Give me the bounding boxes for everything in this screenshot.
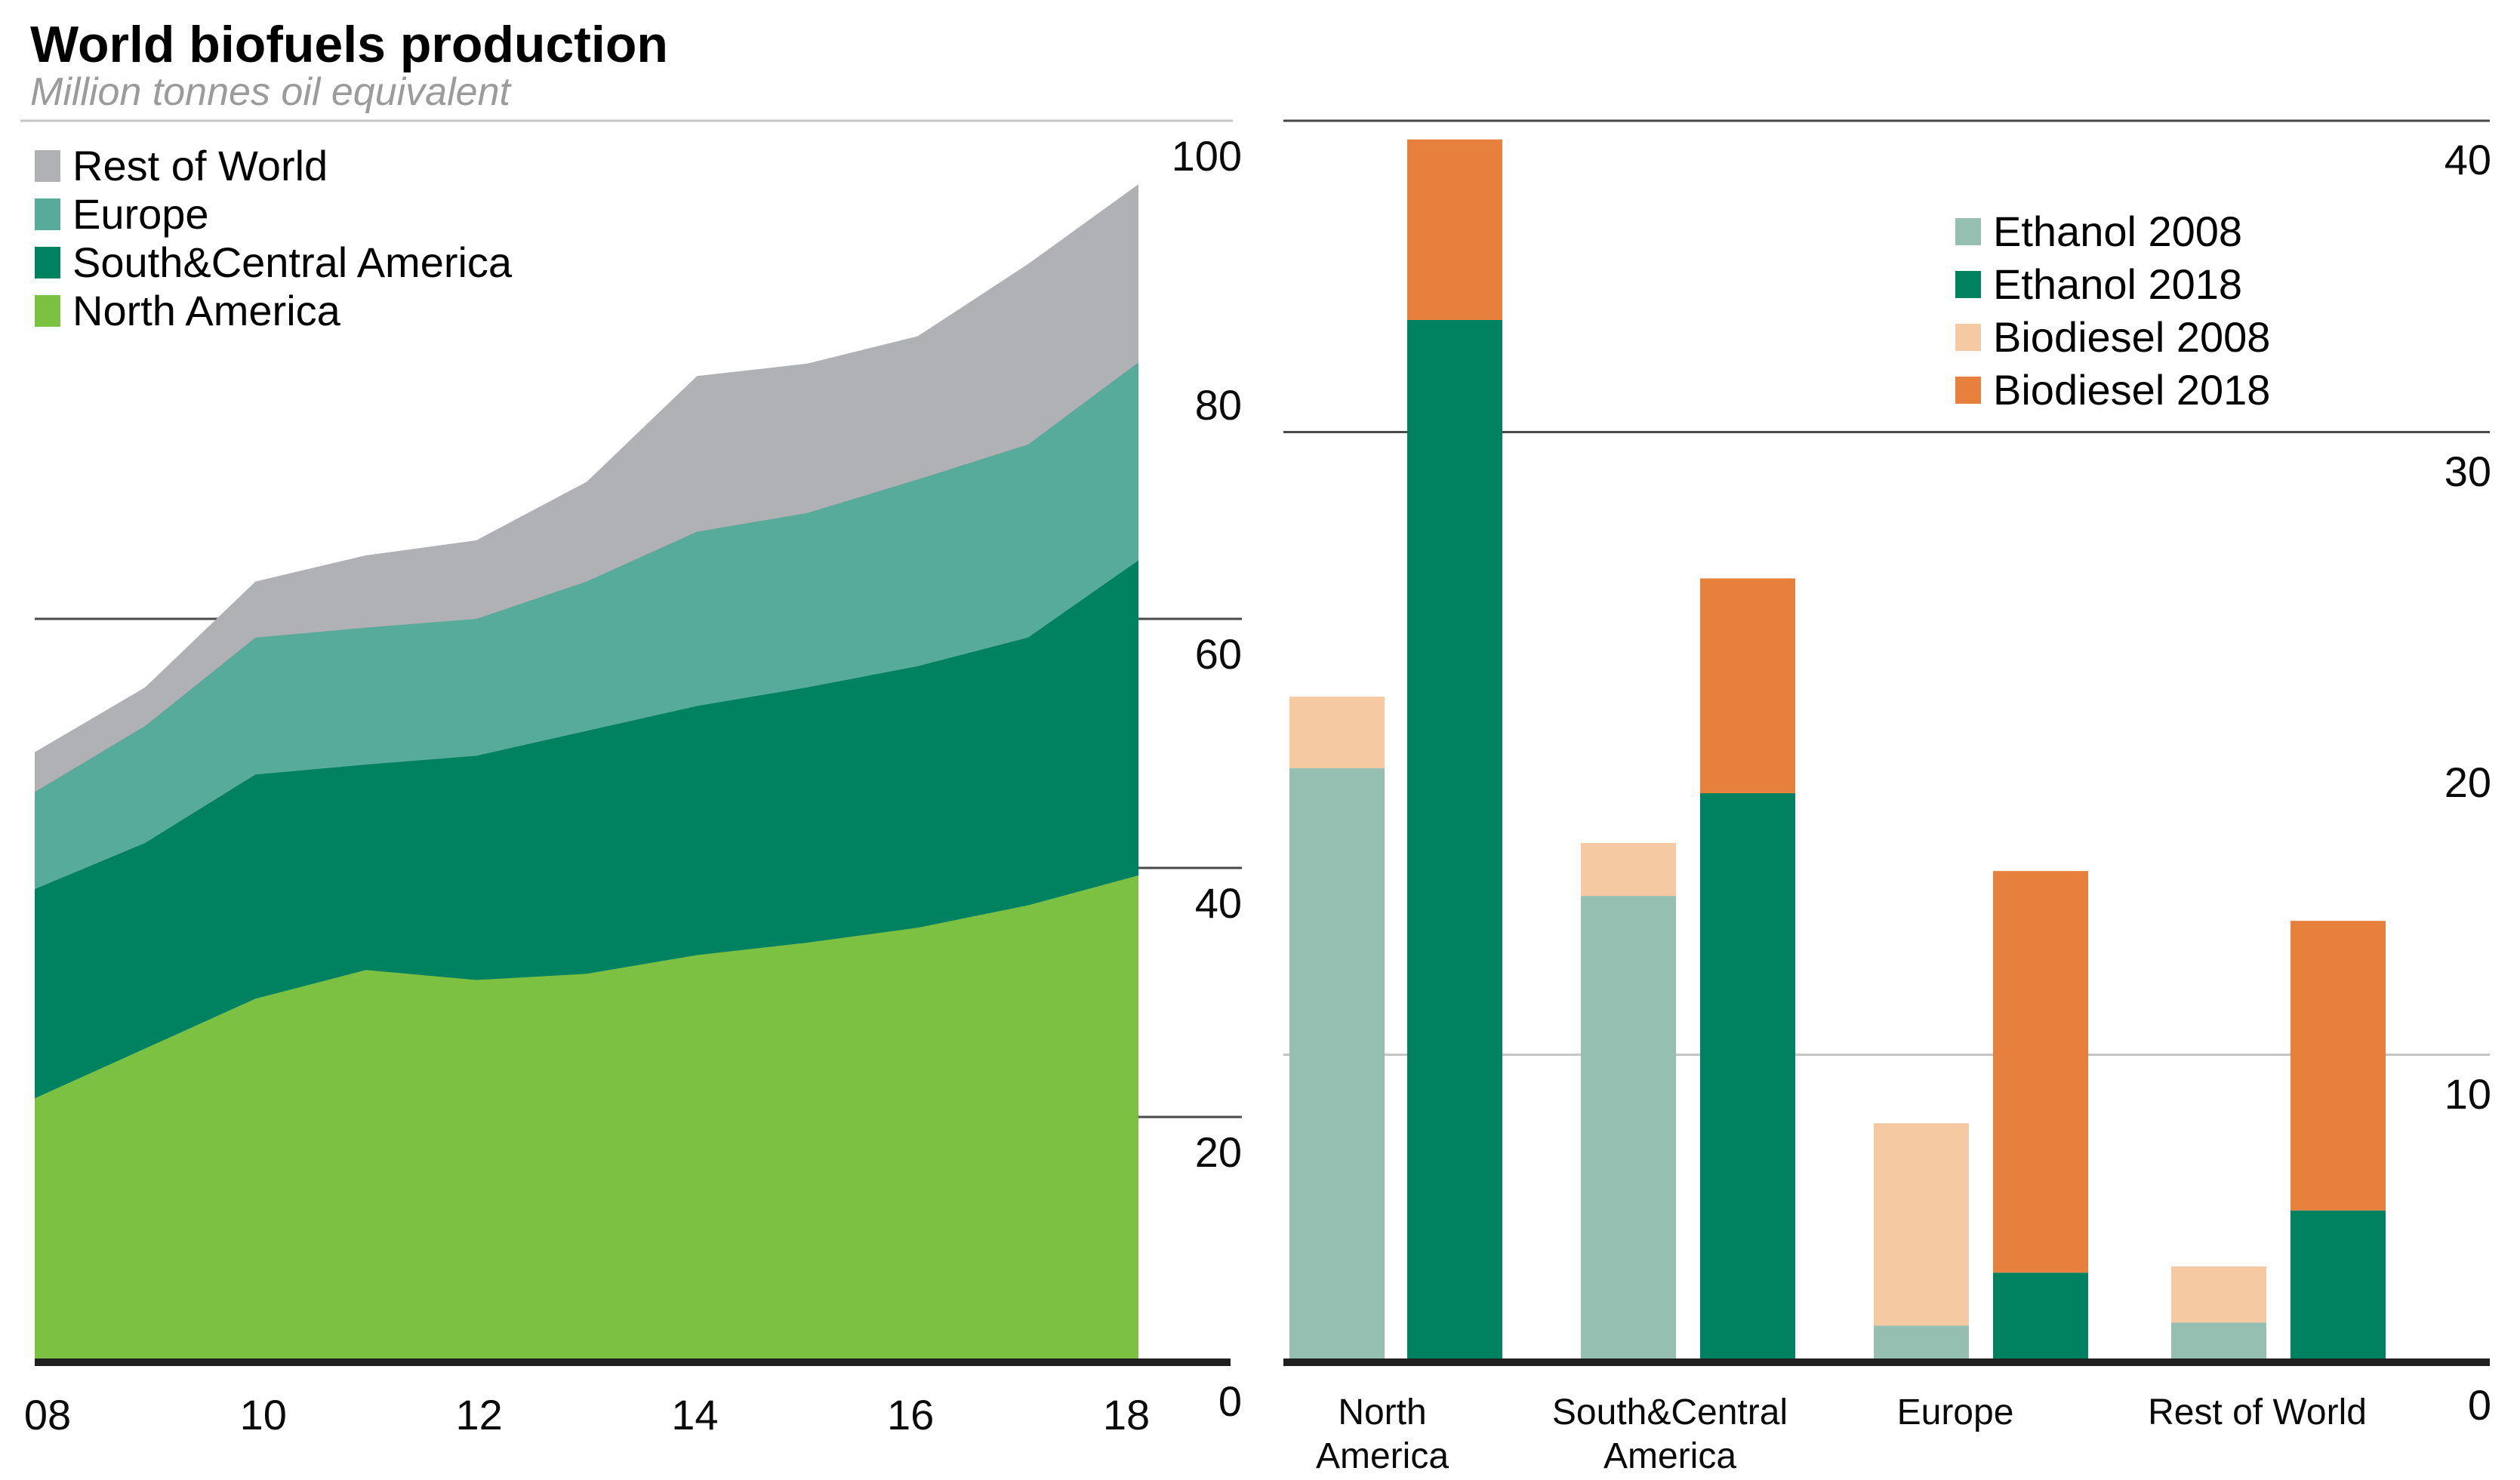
area-layer-north-america — [35, 875, 1138, 1366]
bar-category-label-north-america-line1: North — [1338, 1392, 1427, 1432]
area-chart-legend: Rest of World Europe South&Central Ameri… — [35, 142, 512, 335]
north-america-swatch-icon — [35, 295, 60, 327]
bar-segment-biodiesel-2018-south-central-america — [1700, 578, 1795, 793]
area-x-tick-16: 16 — [887, 1391, 935, 1438]
area-x-tick-10: 10 — [239, 1391, 287, 1438]
bar-x-axis — [1283, 1358, 2490, 1366]
legend-item-europe: Europe — [35, 190, 512, 238]
biodiesel-2018-swatch-icon — [1955, 377, 1981, 404]
chart-subtitle: Million tonnes oil equivalent — [30, 70, 510, 114]
bar-category-label-rest-of-world-line1: Rest of World — [2148, 1392, 2367, 1432]
area-x-tick-08: 08 — [23, 1391, 72, 1438]
bar-category-label-south-central-america-line1: South&Central — [1551, 1392, 1788, 1432]
bar-segment-biodiesel-2018-europe — [1993, 871, 2088, 1273]
biodiesel-2008-swatch-icon — [1955, 324, 1981, 351]
legend-item-rest-of-world: Rest of World — [35, 142, 512, 190]
europe-swatch-icon — [35, 198, 60, 230]
area-x-axis — [35, 1358, 1231, 1366]
area-x-tick-14: 14 — [671, 1391, 719, 1438]
bar-segment-ethanol-2018-europe — [1993, 1272, 2088, 1366]
bar-segment-ethanol-2018-rest-of-world — [2290, 1210, 2386, 1366]
legend-label: Ethanol 2008 — [1993, 208, 2243, 255]
legend-item-north-america: North America — [35, 287, 512, 335]
chart-title: World biofuels production — [30, 16, 668, 73]
bar-gridline-40 — [1283, 119, 2490, 122]
legend-item-ethanol-2018: Ethanol 2018 — [1955, 258, 2270, 311]
bar-segment-biodiesel-2008-north-america — [1289, 697, 1385, 768]
legend-item-south-central-america: South&Central America — [35, 238, 512, 287]
area-x-tick-12: 12 — [455, 1391, 503, 1438]
bar-y-tick-20: 20 — [2444, 758, 2491, 806]
area-x-tick-18: 18 — [1102, 1391, 1151, 1438]
rest-of-world-swatch-icon — [35, 150, 60, 182]
bar-segment-biodiesel-2018-rest-of-world — [2290, 921, 2386, 1211]
bar-y-tick-40: 40 — [2444, 136, 2491, 183]
bar-category-label-north-america-line2: America — [1315, 1436, 1449, 1476]
legend-label: Biodiesel 2018 — [1993, 366, 2271, 414]
area-y-tick-0: 0 — [1218, 1377, 1242, 1425]
legend-label: Europe — [72, 190, 209, 238]
area-y-tick-80: 80 — [1194, 381, 1242, 429]
legend-item-biodiesel-2008: Biodiesel 2008 — [1955, 311, 2270, 364]
legend-item-biodiesel-2018: Biodiesel 2018 — [1955, 364, 2270, 417]
area-y-tick-20: 20 — [1194, 1128, 1242, 1176]
bar-segment-biodiesel-2018-north-america — [1407, 139, 1502, 320]
bar-segment-ethanol-2018-south-central-america — [1700, 793, 1795, 1366]
legend-label: North America — [72, 287, 340, 334]
bar-segment-ethanol-2008-north-america — [1289, 768, 1385, 1366]
bar-y-tick-30: 30 — [2444, 447, 2491, 495]
bar-category-label-south-central-america-line2: America — [1603, 1436, 1737, 1476]
legend-label: Ethanol 2018 — [1993, 260, 2243, 308]
bar-chart-legend: Ethanol 2008 Ethanol 2018 Biodiesel 2008… — [1955, 205, 2270, 417]
bar-y-tick-0: 0 — [2467, 1381, 2491, 1429]
area-y-tick-40: 40 — [1194, 879, 1242, 927]
bar-y-tick-10: 10 — [2444, 1069, 2491, 1118]
bar-segment-biodiesel-2008-rest-of-world — [2171, 1266, 2266, 1323]
legend-item-ethanol-2008: Ethanol 2008 — [1955, 205, 2270, 258]
bar-segment-ethanol-2008-south-central-america — [1581, 896, 1676, 1366]
legend-label: Biodiesel 2008 — [1993, 313, 2271, 361]
bar-category-label-europe-line1: Europe — [1896, 1392, 2014, 1432]
legend-label: Rest of World — [72, 142, 328, 189]
bar-gridline-30 — [1283, 431, 2490, 433]
area-y-tick-60: 60 — [1194, 630, 1242, 678]
area-y-tick-100: 100 — [1171, 132, 1242, 180]
bar-segment-biodiesel-2008-south-central-america — [1581, 843, 1676, 897]
bar-segment-ethanol-2018-north-america — [1407, 320, 1502, 1366]
area-gridline-100 — [20, 119, 1233, 122]
bar-gridline-10 — [1283, 1054, 2490, 1056]
ethanol-2008-swatch-icon — [1955, 218, 1981, 245]
legend-label: South&Central America — [72, 238, 513, 286]
south-central-america-swatch-icon — [35, 247, 60, 278]
ethanol-2018-swatch-icon — [1955, 271, 1981, 298]
bar-segment-biodiesel-2008-europe — [1874, 1123, 1969, 1326]
